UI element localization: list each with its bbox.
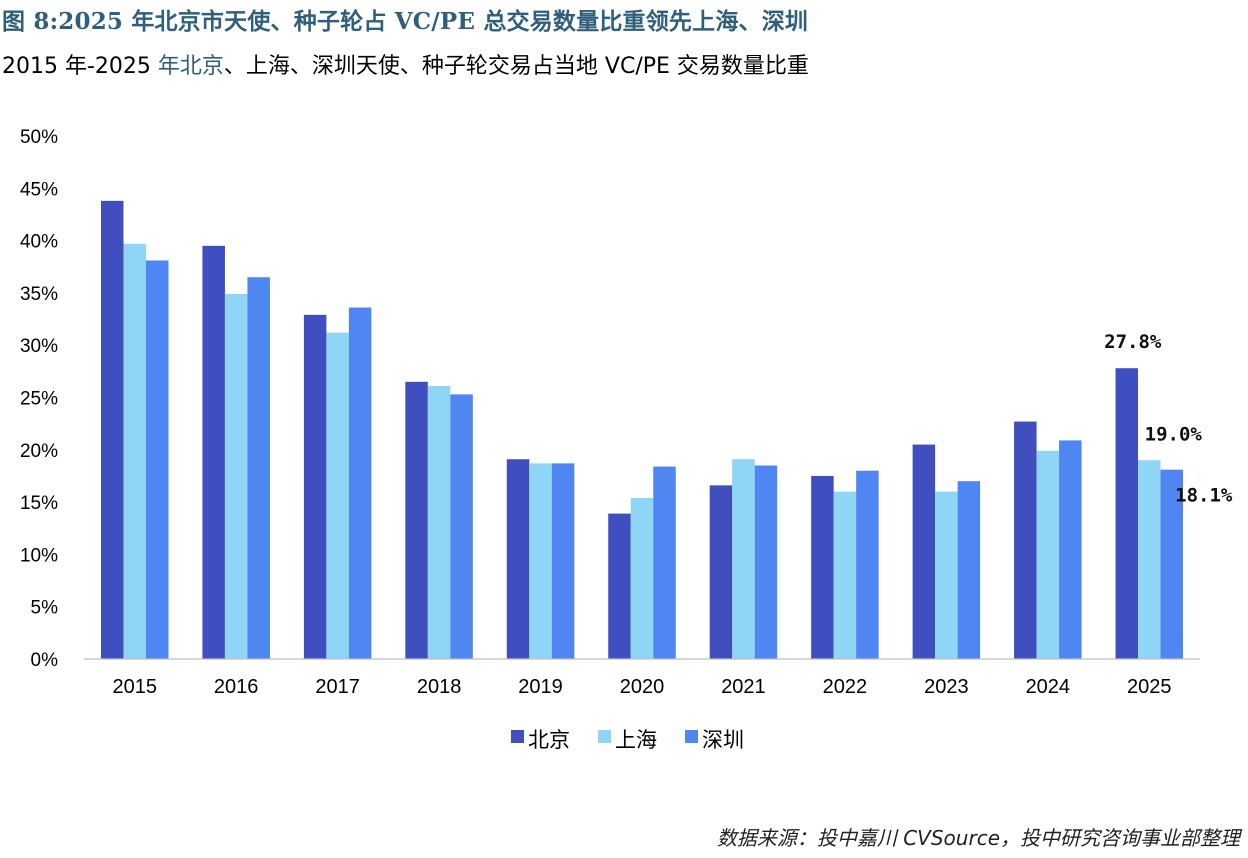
y-tick-label-45: 45% [20, 179, 58, 200]
bar-2020-北京 [608, 513, 631, 659]
data-label-2025-上海: 19.0% [1145, 423, 1203, 445]
bar-2022-深圳 [856, 470, 879, 659]
x-tick-label-2022: 2022 [823, 676, 868, 698]
bar-2017-上海 [326, 332, 349, 659]
legend-label-北京: 北京 [528, 728, 570, 752]
bar-2015-北京 [100, 200, 124, 659]
bar-2018-北京 [405, 381, 428, 659]
y-tick-label-30: 30% [20, 336, 58, 357]
annotations: 27.8% 19.0% 18.1% [1104, 331, 1233, 506]
bar-2015-深圳 [145, 260, 169, 659]
subtitle-part-1: 2015 年-2025 [2, 54, 158, 79]
bar-2024-北京 [1014, 421, 1037, 659]
x-tick-label-2024: 2024 [1026, 676, 1071, 698]
bar-2023-深圳 [957, 481, 981, 659]
bar-2018-上海 [427, 385, 451, 659]
x-tick-label-2018: 2018 [417, 676, 462, 698]
bar-2021-上海 [732, 459, 755, 659]
x-tick-label-2017: 2017 [315, 676, 360, 698]
legend: 北京 上海 深圳 [511, 728, 744, 752]
legend-swatch-北京 [511, 730, 524, 743]
legend-label-上海: 上海 [615, 728, 657, 752]
x-tick-label-2019: 2019 [518, 676, 563, 698]
subtitle-part-2: 、上海、深圳天使、种子轮交易占当地 VC/PE 交易数量比重 [223, 54, 809, 79]
x-tick-label-2016: 2016 [214, 676, 259, 698]
bar-2016-深圳 [247, 277, 270, 659]
bar-2015-上海 [123, 243, 146, 660]
bars [100, 200, 1184, 660]
figure-title: 图 8:2025 年北京市天使、种子轮占 VC/PE 总交易数量比重领先上海、深… [2, 8, 809, 35]
x-tick-label-2023: 2023 [924, 676, 969, 698]
bar-2019-北京 [506, 459, 530, 659]
bar-2021-深圳 [754, 465, 778, 659]
bar-2024-深圳 [1059, 440, 1082, 659]
y-tick-label-0: 0% [31, 650, 59, 671]
bar-2018-深圳 [450, 394, 473, 659]
bar-2023-北京 [912, 444, 936, 659]
bar-2019-深圳 [551, 463, 575, 659]
x-axis-labels: 2015 2016 2017 2018 2019 2020 2021 2022 2023 2024… [112, 676, 1171, 698]
y-tick-label-20: 20% [20, 441, 58, 462]
bar-2019-上海 [529, 463, 552, 659]
bar-2017-北京 [303, 314, 327, 659]
bar-2016-上海 [224, 293, 248, 659]
subtitle-accent: 年北京 [157, 54, 224, 79]
legend-swatch-上海 [598, 730, 611, 743]
x-tick-label-2021: 2021 [721, 676, 766, 698]
bar-2025-上海 [1138, 460, 1161, 659]
legend-label-深圳: 深圳 [702, 728, 744, 752]
bar-2020-深圳 [653, 466, 676, 659]
chart-subtitle: 2015 年-2025 年北京、上海、深圳天使、种子轮交易占当地 VC/PE 交… [2, 48, 809, 80]
y-tick-label-10: 10% [20, 545, 58, 566]
y-tick-label-15: 15% [20, 493, 58, 514]
bar-2017-深圳 [348, 307, 372, 659]
bar-2022-北京 [811, 475, 834, 659]
data-label-2025-北京: 27.8% [1104, 331, 1162, 353]
y-tick-label-50: 50% [20, 127, 58, 148]
y-axis-labels: 0% 5% 10% 15% 20% 25% 30% 35% 40% 45% 50% [20, 127, 58, 671]
y-tick-label-40: 40% [20, 232, 58, 253]
bar-2025-北京 [1115, 368, 1139, 659]
x-tick-label-2020: 2020 [620, 676, 665, 698]
data-label-2025-深圳: 18.1% [1175, 485, 1233, 507]
x-tick-label-2025: 2025 [1127, 676, 1172, 698]
y-tick-label-35: 35% [20, 284, 58, 305]
bar-2024-上海 [1036, 450, 1060, 659]
bar-2021-北京 [709, 485, 733, 659]
legend-swatch-深圳 [685, 730, 698, 743]
source-note: 数据来源：投中嘉川 CVSource，投中研究咨询事业部整理 [716, 826, 1240, 850]
bar-2020-上海 [630, 497, 654, 659]
bar-2025-深圳 [1160, 469, 1184, 659]
x-tick-label-2015: 2015 [112, 676, 157, 698]
bar-2016-北京 [202, 245, 225, 659]
bar-2023-上海 [935, 491, 958, 659]
y-tick-label-5: 5% [31, 598, 59, 619]
y-tick-label-25: 25% [20, 389, 58, 410]
bar-2022-上海 [833, 491, 857, 659]
